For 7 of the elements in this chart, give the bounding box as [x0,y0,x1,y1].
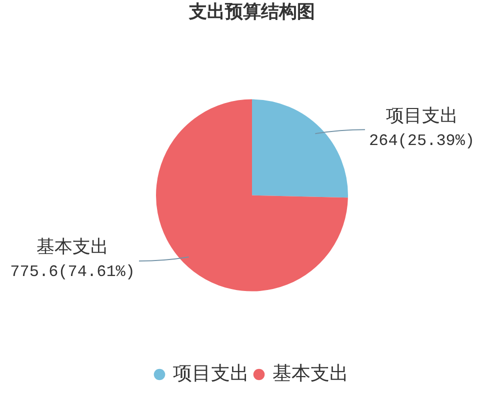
legend-label: 基本支出 [272,362,348,384]
data-label: 264(25.39%) [368,132,475,150]
data-label: 775.6(74.61%) [10,263,136,282]
slice-label: 基本支出 [36,236,109,257]
chart-title: 支出预算结构图 [188,1,315,22]
legend-label: 项目支出 [173,362,249,384]
slice-label: 项目支出 [386,105,458,126]
